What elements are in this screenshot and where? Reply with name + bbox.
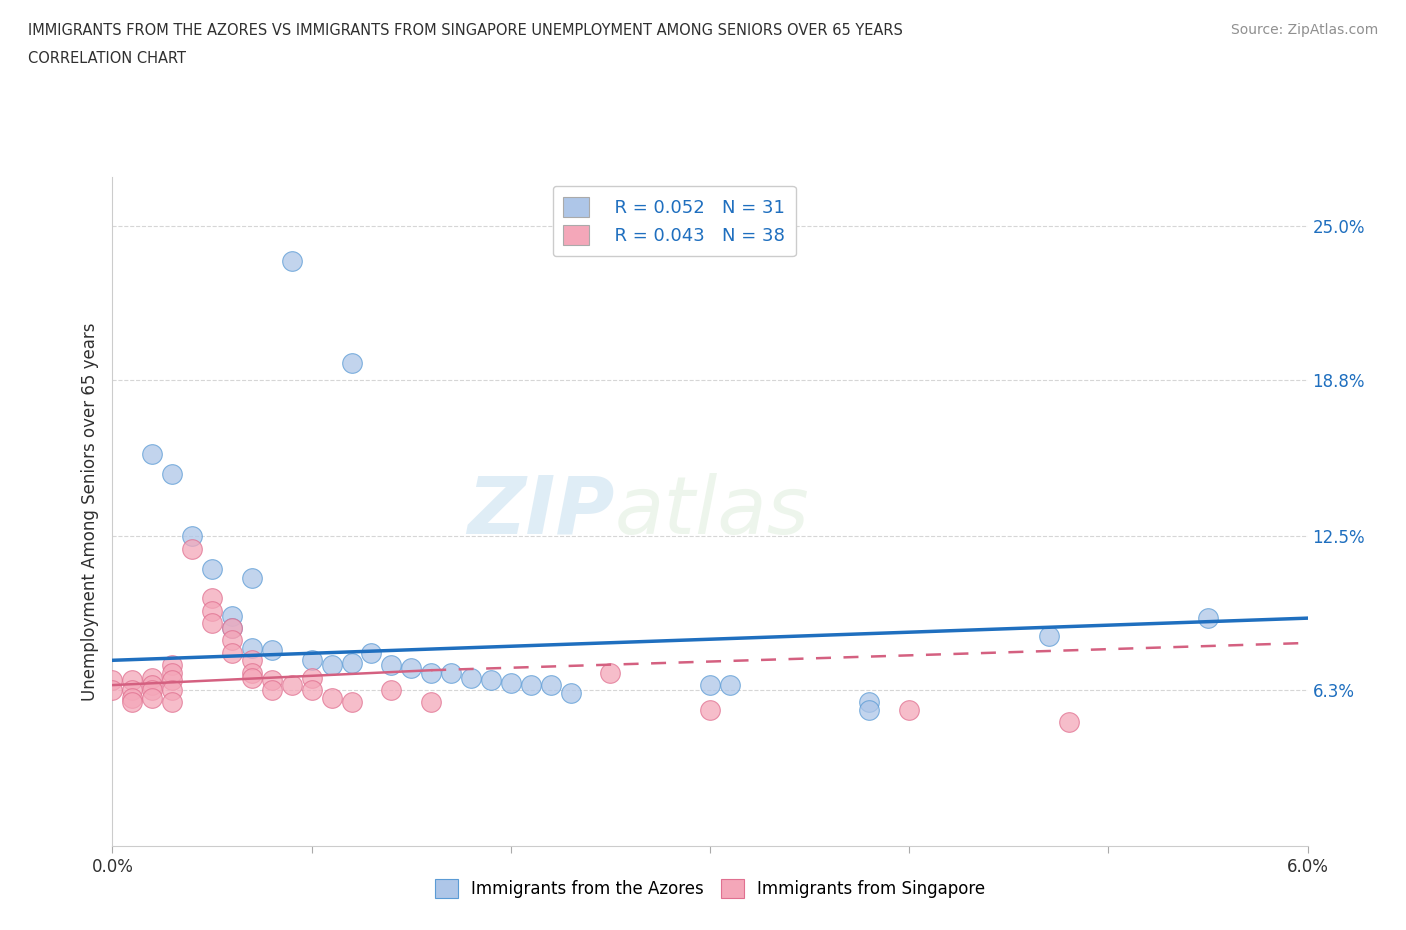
Point (141, 671, 163, 685)
Point (699, 678, 721, 693)
Point (858, 695, 880, 710)
Point (360, 645, 382, 660)
Point (898, 702, 921, 717)
Point (141, 447, 163, 462)
Point (1057, 715, 1080, 730)
Point (520, 678, 543, 693)
Point (420, 695, 443, 710)
Point (101, 683, 124, 698)
Text: IMMIGRANTS FROM THE AZORES VS IMMIGRANTS FROM SINGAPORE UNEMPLOYMENT AMONG SENIO: IMMIGRANTS FROM THE AZORES VS IMMIGRANTS… (28, 23, 903, 38)
Point (240, 665, 263, 680)
Point (260, 683, 283, 698)
Point (858, 702, 880, 717)
Point (499, 675, 522, 690)
Point (718, 678, 741, 693)
Point (121, 690, 143, 705)
Point (141, 678, 163, 693)
Point (121, 672, 143, 687)
Point (301, 683, 323, 698)
Point (201, 616, 224, 631)
Point (101, 672, 124, 687)
Point (221, 608, 243, 623)
Point (260, 672, 283, 687)
Point (162, 672, 183, 687)
Point (221, 620, 243, 635)
Point (281, 254, 304, 269)
Point (201, 591, 224, 605)
Point (162, 665, 183, 680)
Point (221, 633, 243, 648)
Point (201, 561, 224, 576)
Point (181, 529, 204, 544)
Point (420, 665, 443, 680)
Point (141, 683, 163, 698)
Point (380, 683, 402, 698)
Point (599, 665, 621, 680)
Point (240, 653, 263, 668)
Text: Source: ZipAtlas.com: Source: ZipAtlas.com (1230, 23, 1378, 37)
Point (401, 660, 423, 675)
Point (321, 658, 343, 672)
Point (281, 678, 304, 693)
Point (340, 695, 363, 710)
Point (221, 620, 243, 635)
Point (240, 571, 263, 586)
Point (201, 604, 224, 618)
Point (560, 685, 582, 700)
Point (162, 695, 183, 710)
Point (460, 671, 482, 685)
Point (321, 690, 343, 705)
Text: ZIP: ZIP (467, 472, 614, 551)
Y-axis label: Unemployment Among Seniors over 65 years: Unemployment Among Seniors over 65 years (82, 323, 100, 700)
Legend: Immigrants from the Azores, Immigrants from Singapore: Immigrants from the Azores, Immigrants f… (427, 872, 993, 905)
Point (301, 653, 323, 668)
Text: atlas: atlas (614, 472, 810, 551)
Point (240, 641, 263, 656)
Point (380, 658, 402, 672)
Point (699, 702, 721, 717)
Point (1197, 611, 1219, 626)
Point (301, 671, 323, 685)
Point (221, 645, 243, 660)
Point (141, 690, 163, 705)
Point (162, 683, 183, 698)
Point (121, 683, 143, 698)
Point (1038, 628, 1060, 643)
Point (162, 658, 183, 672)
Point (340, 656, 363, 671)
Point (479, 672, 502, 687)
Point (440, 665, 463, 680)
Point (340, 355, 363, 370)
Point (181, 541, 204, 556)
Text: CORRELATION CHART: CORRELATION CHART (28, 51, 186, 66)
Point (240, 671, 263, 685)
Point (162, 467, 183, 482)
Point (540, 678, 562, 693)
Point (121, 695, 143, 710)
Point (260, 643, 283, 658)
